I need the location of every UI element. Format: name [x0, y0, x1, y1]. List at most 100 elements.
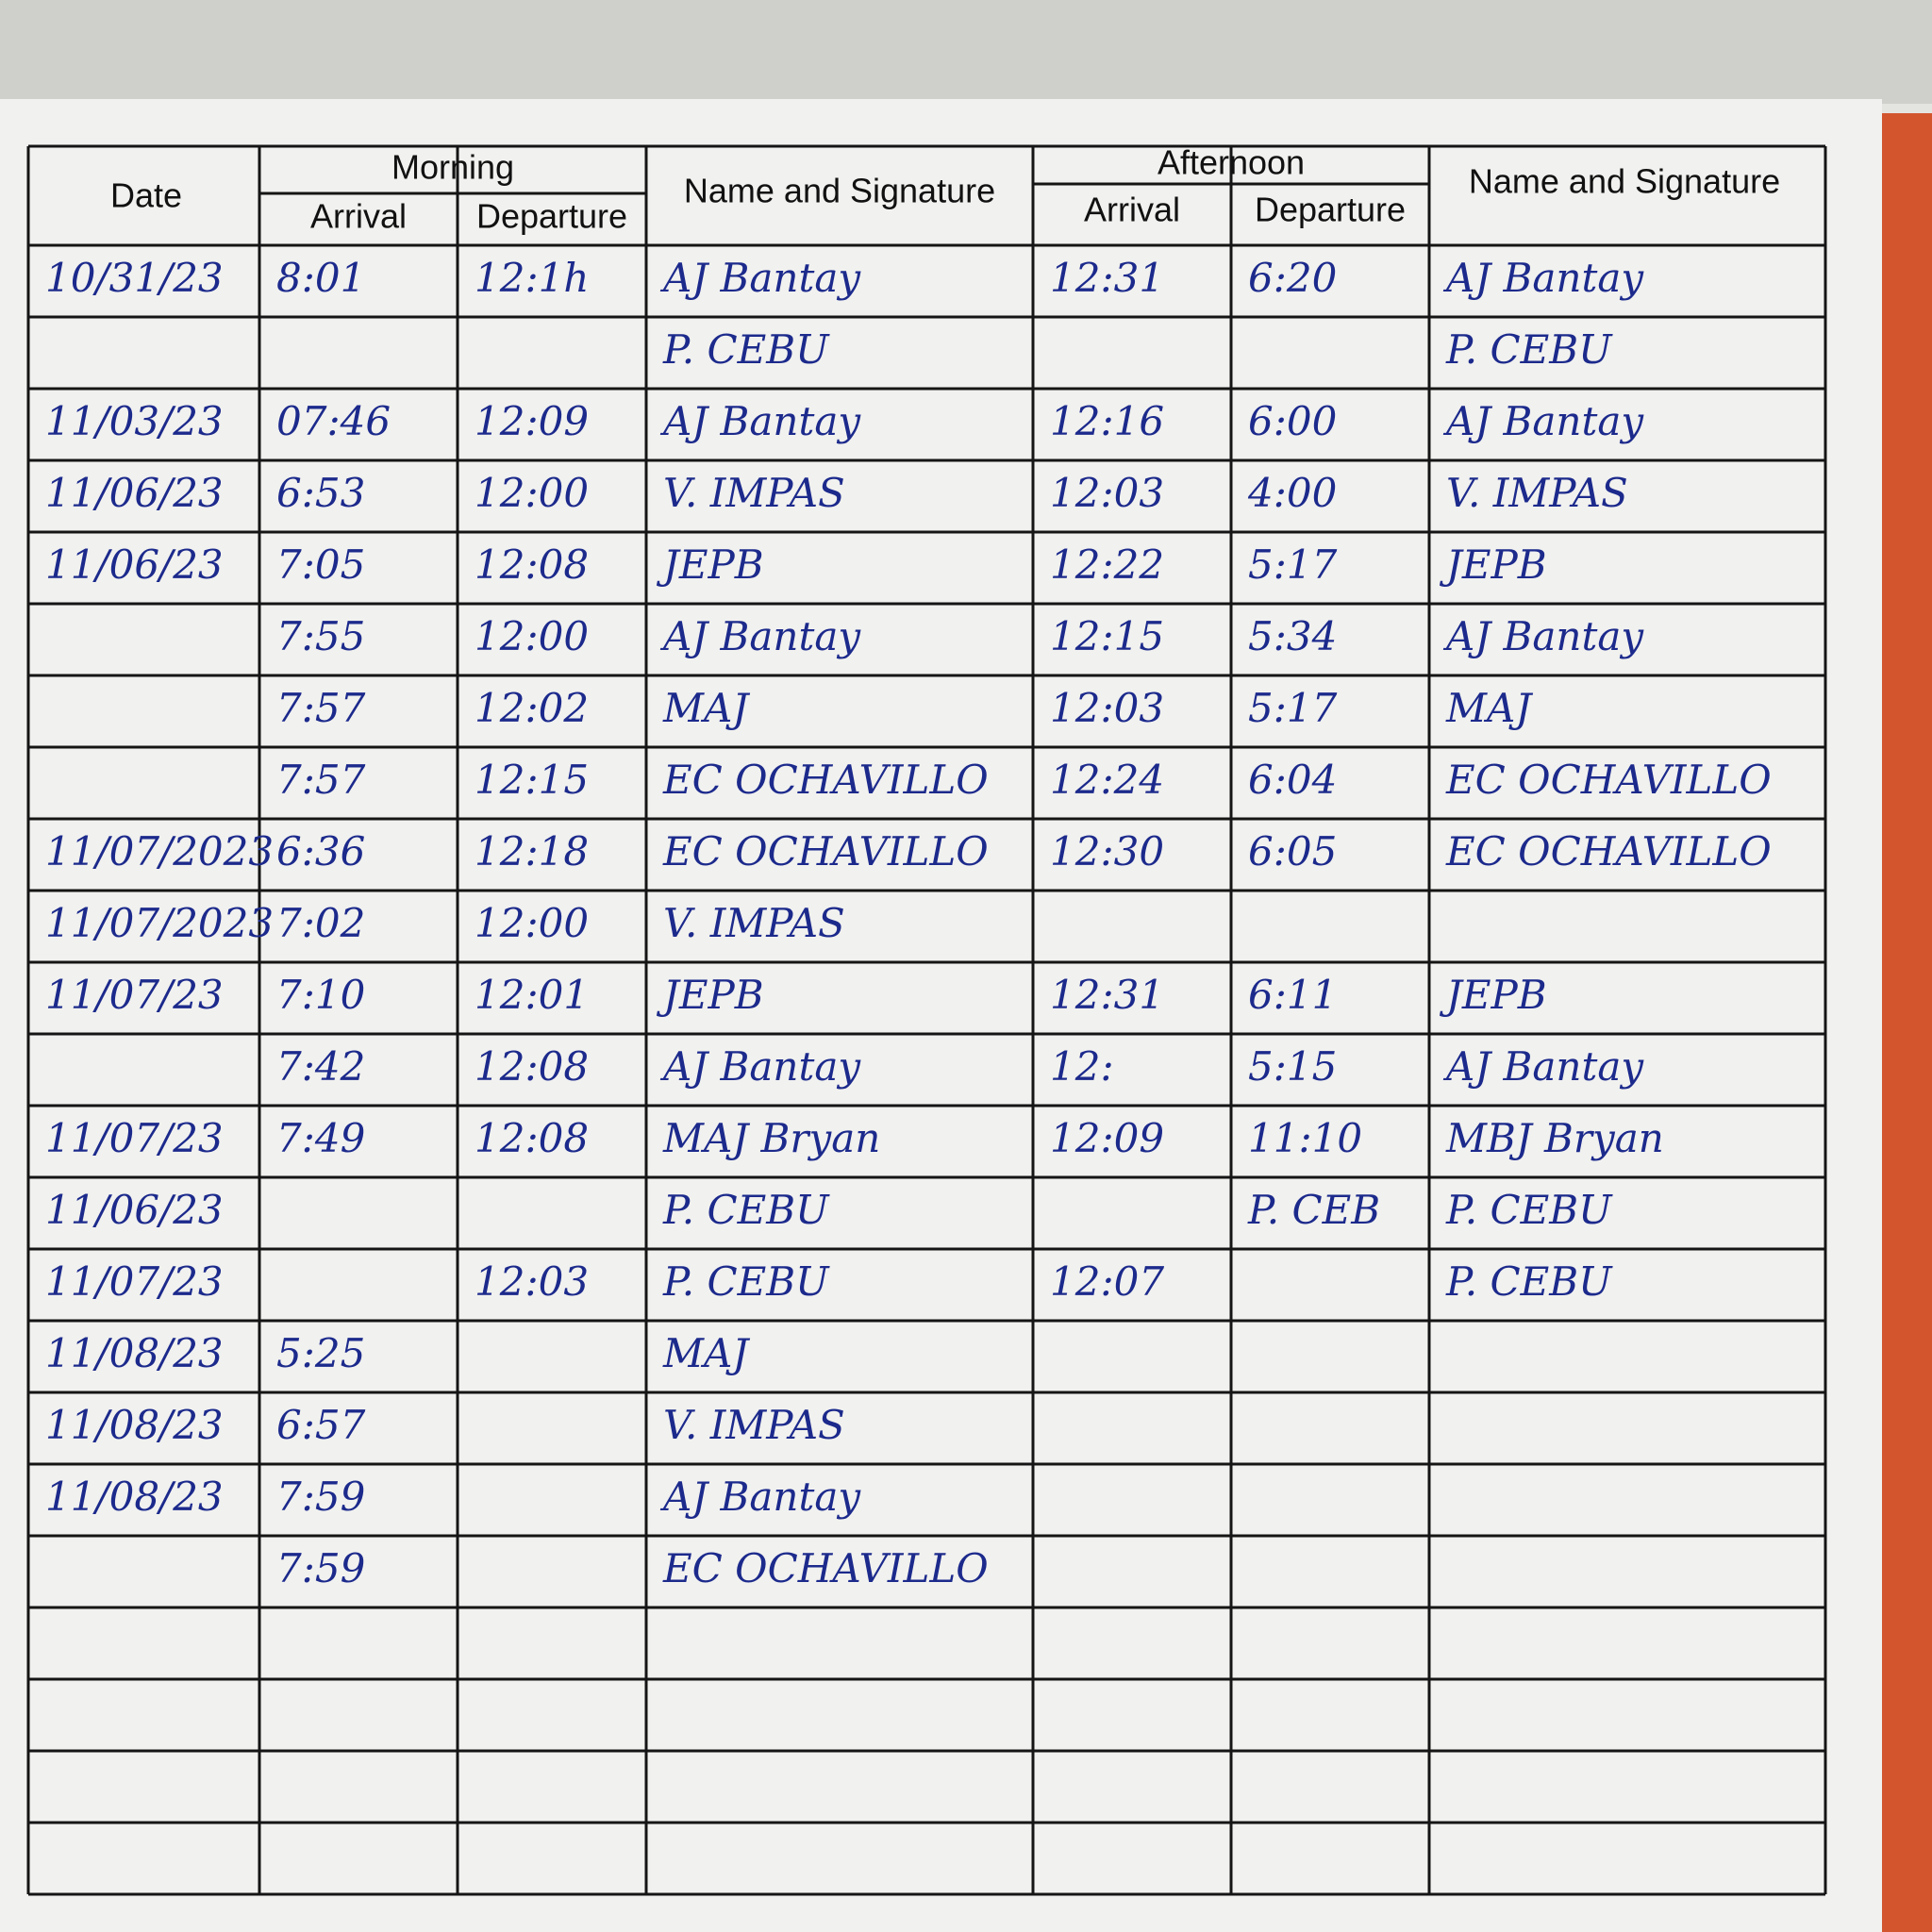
handwritten-entry: MAJ: [662, 1330, 750, 1376]
handwritten-entry: 6:11: [1248, 972, 1337, 1018]
handwritten-entry: P. CEBU: [1445, 326, 1613, 373]
handwritten-entry: 6:36: [276, 828, 365, 874]
handwritten-entry: 12:00: [475, 900, 589, 946]
handwritten-entry: EC OCHAVILLO: [662, 1545, 989, 1591]
table-header: Date Morning Arrival Departure Name and …: [110, 143, 1780, 236]
handwritten-entry: AJ Bantay: [1442, 255, 1644, 301]
handwritten-entry: P. CEBU: [662, 1187, 830, 1233]
handwritten-entry: P. CEBU: [662, 326, 830, 373]
handwritten-entry: 7:05: [276, 541, 365, 588]
handwritten-entry: 6:05: [1248, 828, 1337, 874]
header-name: Name and Signature: [1469, 162, 1780, 201]
handwritten-entry: 4:00: [1247, 470, 1337, 516]
handwritten-entry: 12:03: [1050, 685, 1164, 731]
handwritten-entry: 12:03: [1050, 470, 1164, 516]
handwritten-entry: 12:08: [475, 1115, 589, 1161]
handwritten-entry: 11/07/2023: [45, 900, 274, 946]
handwritten-entry: 12:03: [475, 1258, 589, 1305]
handwritten-entry: 12:16: [1050, 398, 1164, 444]
handwritten-entry: V. IMPAS: [663, 470, 845, 516]
handwritten-entry: 7:59: [276, 1545, 365, 1591]
cover-edge: [1882, 113, 1932, 1932]
previous-page: [0, 0, 1932, 104]
handwritten-entry: 5:25: [276, 1330, 365, 1376]
handwritten-entry: 11/07/2023: [45, 828, 274, 874]
handwritten-entry: 12:: [1050, 1043, 1114, 1090]
handwritten-entry: 11/03/23: [45, 398, 224, 444]
handwritten-entry: EC OCHAVILLO: [1445, 757, 1772, 803]
handwritten-entry: P. CEBU: [1445, 1187, 1613, 1233]
header-departure: Departure: [476, 197, 627, 236]
handwritten-entry: 5:15: [1248, 1043, 1337, 1090]
handwritten-entry: 5:34: [1248, 613, 1337, 659]
handwritten-entry: 12:09: [475, 398, 589, 444]
handwritten-entry: 12:31: [1050, 255, 1164, 301]
header-date: Date: [110, 176, 182, 215]
handwritten-entry: AJ Bantay: [1442, 398, 1644, 444]
handwritten-entry: JEPB: [1439, 972, 1547, 1018]
handwritten-entry: 5:17: [1248, 541, 1338, 588]
handwritten-entry: 10/31/23: [45, 255, 224, 301]
handwritten-entry: AJ Bantay: [659, 1474, 861, 1520]
header-afternoon: Afternoon: [1158, 143, 1305, 182]
handwritten-entry: 11/08/23: [45, 1402, 224, 1448]
handwritten-entry: P. CEBU: [1445, 1258, 1613, 1305]
handwritten-entry: V. IMPAS: [663, 1402, 845, 1448]
handwritten-entry: 12:08: [475, 541, 589, 588]
handwritten-entry: 12:15: [1050, 613, 1164, 659]
handwritten-entry: 11/06/23: [45, 1187, 224, 1233]
handwritten-entry: 6:20: [1248, 255, 1337, 301]
handwritten-entry: JEPB: [1439, 541, 1547, 588]
handwritten-entry: P. CEBU: [662, 1258, 830, 1305]
handwritten-entry: P. CEB: [1247, 1187, 1380, 1233]
handwritten-entry: 8:01: [276, 255, 365, 301]
handwritten-entry: AJ Bantay: [1442, 613, 1644, 659]
handwritten-entry: 11:10: [1248, 1115, 1362, 1161]
handwritten-entry: 6:53: [276, 470, 365, 516]
handwritten-entry: 12:24: [1050, 757, 1164, 803]
handwritten-entry: EC OCHAVILLO: [662, 828, 989, 874]
handwritten-entry: JEPB: [656, 972, 764, 1018]
handwritten-entry: 12:02: [475, 685, 589, 731]
handwritten-entry: 7:57: [276, 685, 366, 731]
handwritten-entry: 7:02: [276, 900, 365, 946]
handwritten-entry: 5:17: [1248, 685, 1338, 731]
entries: 10/31/23 8:01 12:1h AJ Bantay 12:31 6:20 AJ Ba…: [45, 255, 1772, 1591]
handwritten-entry: 12:00: [475, 613, 589, 659]
handwritten-entry: AJ Bantay: [659, 613, 861, 659]
header-departure: Departure: [1255, 191, 1406, 229]
header-arrival: Arrival: [310, 197, 407, 236]
grid: [26, 144, 1827, 1896]
handwritten-entry: 11/06/23: [45, 470, 224, 516]
handwritten-entry: 11/06/23: [45, 541, 224, 588]
handwritten-entry: AJ Bantay: [1442, 1043, 1644, 1090]
handwritten-entry: 12:18: [475, 828, 589, 874]
handwritten-entry: 7:59: [276, 1474, 365, 1520]
handwritten-entry: 12:30: [1050, 828, 1164, 874]
handwritten-entry: 12:08: [475, 1043, 589, 1090]
handwritten-entry: 12:15: [475, 757, 589, 803]
handwritten-entry: 11/07/23: [45, 1115, 224, 1161]
handwritten-entry: 12:01: [475, 972, 589, 1018]
header-name: Name and Signature: [684, 172, 995, 210]
handwritten-entry: V. IMPAS: [1446, 470, 1628, 516]
handwritten-entry: V. IMPAS: [663, 900, 845, 946]
handwritten-entry: 6:04: [1248, 757, 1337, 803]
handwritten-entry: 12:1h: [475, 255, 589, 301]
handwritten-entry: 11/08/23: [45, 1330, 224, 1376]
handwritten-entry: MAJ: [662, 685, 750, 731]
handwritten-entry: MAJ Bryan: [662, 1115, 880, 1161]
handwritten-entry: MAJ: [1445, 685, 1533, 731]
handwritten-entry: EC OCHAVILLO: [662, 757, 989, 803]
handwritten-entry: JEPB: [656, 541, 764, 588]
handwritten-entry: 11/08/23: [45, 1474, 224, 1520]
handwritten-entry: 11/07/23: [45, 972, 224, 1018]
handwritten-entry: 7:49: [276, 1115, 365, 1161]
handwritten-entry: 7:55: [276, 613, 365, 659]
handwritten-entry: AJ Bantay: [659, 255, 861, 301]
header-arrival: Arrival: [1084, 191, 1180, 229]
handwritten-entry: 7:42: [276, 1043, 365, 1090]
paper: [0, 99, 1882, 1932]
handwritten-entry: AJ Bantay: [659, 1043, 861, 1090]
